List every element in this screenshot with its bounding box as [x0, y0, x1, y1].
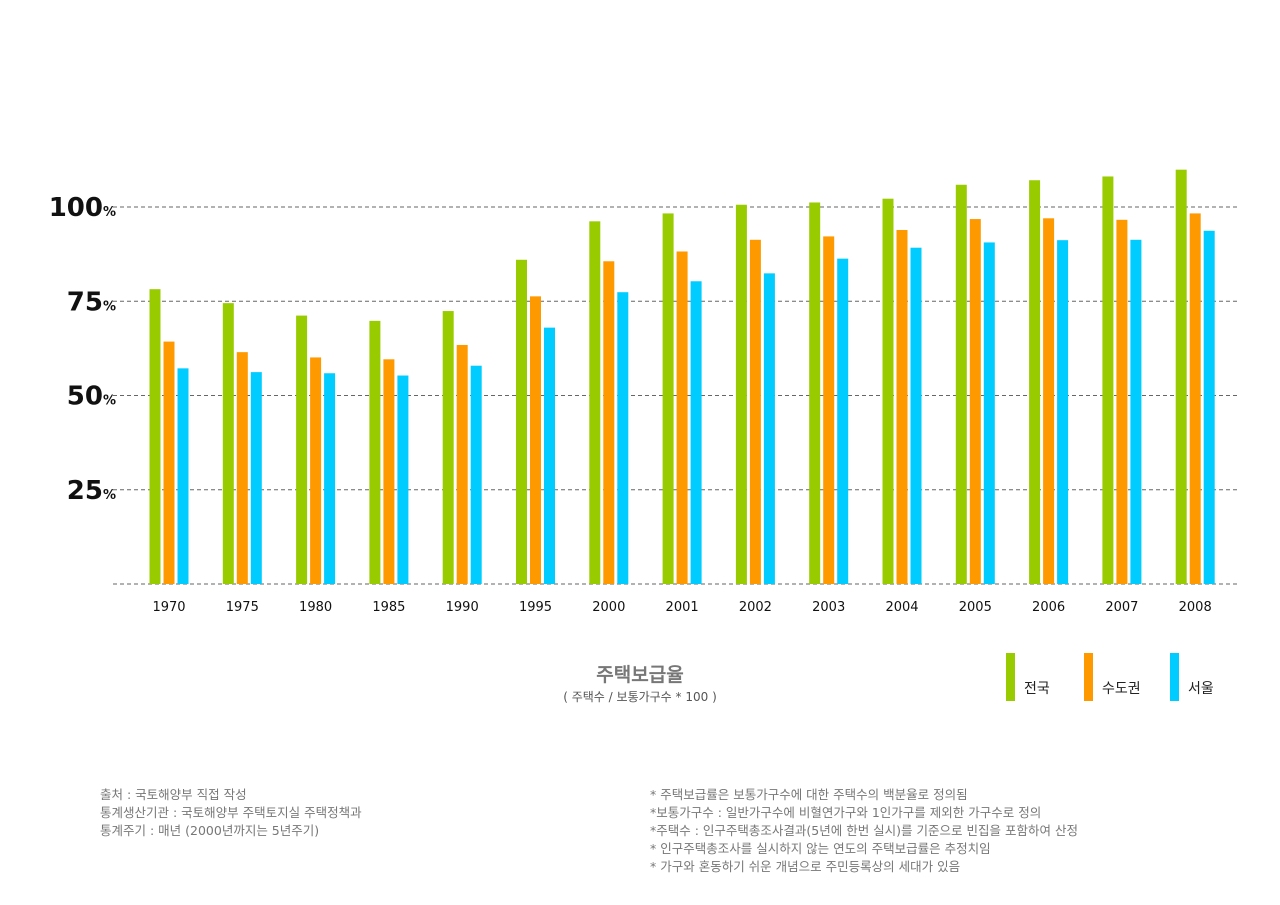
x-tick-label: 1985: [372, 600, 405, 615]
legend-swatch-nationwide: [1006, 653, 1015, 701]
bar-seoul-2003: [837, 258, 849, 584]
bar-seoul-2002: [763, 273, 775, 584]
bar-seoul-2005: [983, 242, 995, 585]
legend-label-nationwide: 전국: [1024, 681, 1050, 697]
x-tick-label: 2006: [1032, 600, 1065, 615]
x-tick-label: 1990: [446, 600, 479, 615]
source-note: 통계생산기관 : 국토해양부 주택토지실 주택정책과: [100, 805, 362, 820]
legend-swatch-seoul: [1170, 653, 1179, 701]
bar-capital-area-1990: [456, 344, 468, 584]
bar-nationwide-2006: [1029, 180, 1041, 584]
bar-seoul-2000: [617, 292, 629, 584]
bar-capital-area-2000: [603, 261, 615, 584]
bar-nationwide-2001: [662, 213, 674, 584]
chart-title: 주택보급율: [596, 664, 684, 686]
x-tick-label: 2002: [739, 600, 772, 615]
bar-seoul-1970: [177, 368, 189, 584]
definition-note: * 인구주택총조사를 실시하지 않는 연도의 주택보급률은 추정치임: [650, 841, 991, 856]
bar-capital-area-1970: [163, 341, 175, 584]
bar-nationwide-1990: [442, 311, 454, 584]
bar-seoul-1995: [544, 327, 555, 584]
bar-nationwide-1995: [516, 259, 527, 584]
legend-label-capital-area: 수도권: [1102, 681, 1141, 697]
bar-nationwide-2003: [809, 202, 821, 584]
definition-note: * 주택보급률은 보통가구수에 대한 주택수의 백분율로 정의됨: [650, 787, 968, 802]
x-tick-label: 2001: [666, 600, 699, 615]
legend-swatch-capital-area: [1084, 653, 1093, 701]
x-axis-ticks: 1970 1975 1980 1985 1990 1995 2000 2001 2002 2003…: [152, 600, 1211, 615]
x-tick-label: 2008: [1179, 600, 1212, 615]
bar-nationwide-1985: [369, 320, 381, 584]
bar-capital-area-2003: [823, 236, 835, 584]
y-axis-ticks: 25% 50% 75% 100%: [49, 193, 116, 506]
bar-seoul-2007: [1130, 239, 1142, 584]
bar-capital-area-1975: [236, 352, 248, 584]
bar-capital-area-1995: [530, 296, 541, 584]
x-tick-label: 2005: [959, 600, 992, 615]
bar-capital-area-1985: [383, 359, 395, 584]
bar-nationwide-2007: [1102, 176, 1114, 584]
definition-notes: * 주택보급률은 보통가구수에 대한 주택수의 백분율로 정의됨 *보통가구수 …: [650, 786, 1078, 876]
bar-seoul-2006: [1057, 240, 1069, 584]
bar-seoul-1980: [324, 373, 336, 584]
bar-seoul-2004: [910, 247, 922, 584]
bar-nationwide-2004: [882, 198, 894, 584]
x-tick-label: 1970: [152, 600, 185, 615]
definition-note: * 가구와 혼동하기 쉬운 개념으로 주민등록상의 세대가 있음: [650, 859, 961, 874]
y-tick-label: 25%: [67, 476, 116, 506]
bar-capital-area-2008: [1189, 213, 1201, 584]
source-note: 출처 : 국토해양부 직접 작성: [100, 787, 247, 802]
bar-nationwide-2008: [1175, 169, 1187, 584]
x-tick-label: 2000: [592, 600, 625, 615]
y-tick-label: 75%: [67, 287, 116, 317]
bar-nationwide-1975: [222, 303, 234, 584]
bar-capital-area-2007: [1116, 219, 1128, 584]
bar-capital-area-2006: [1043, 218, 1055, 584]
x-tick-label: 2004: [885, 600, 918, 615]
bar-nationwide-2002: [735, 204, 747, 584]
bar-capital-area-2004: [896, 229, 908, 584]
source-note: 통계주기 : 매년 (2000년까지는 5년주기): [100, 823, 320, 838]
x-tick-label: 2003: [812, 600, 845, 615]
bar-seoul-2008: [1203, 230, 1215, 584]
bar-nationwide-2005: [955, 184, 967, 584]
x-tick-label: 1995: [519, 600, 552, 615]
x-tick-label: 1975: [226, 600, 259, 615]
bar-seoul-1990: [470, 365, 482, 584]
bar-seoul-1985: [397, 375, 409, 584]
gridlines: [113, 206, 1240, 585]
bar-nationwide-1970: [149, 289, 161, 584]
x-tick-label: 1980: [299, 600, 332, 615]
x-tick-label: 2007: [1105, 600, 1138, 615]
definition-note: *주택수 : 인구주택총조사결과(5년에 한번 실시)를 기준으로 빈집을 포함…: [650, 823, 1078, 838]
chart-subtitle: ( 주택수 / 보통가구수 * 100 ): [563, 690, 717, 704]
y-tick-label: 100%: [49, 193, 116, 223]
bar-capital-area-2005: [969, 219, 981, 584]
legend-label-seoul: 서울: [1188, 681, 1214, 697]
bars: [149, 169, 1215, 585]
definition-note: *보통가구수 : 일반가구수에 비혈연가구와 1인가구를 제외한 가구수로 정의: [650, 805, 1042, 820]
bar-capital-area-2002: [749, 239, 761, 584]
source-notes: 출처 : 국토해양부 직접 작성 통계생산기관 : 국토해양부 주택토지실 주택…: [100, 786, 362, 840]
bar-capital-area-1980: [310, 357, 322, 584]
bar-seoul-2001: [690, 281, 702, 584]
bar-nationwide-1980: [296, 315, 308, 584]
bar-nationwide-2000: [589, 221, 601, 585]
bar-seoul-1975: [250, 372, 262, 584]
y-tick-label: 50%: [67, 382, 116, 412]
bar-capital-area-2001: [676, 251, 688, 584]
